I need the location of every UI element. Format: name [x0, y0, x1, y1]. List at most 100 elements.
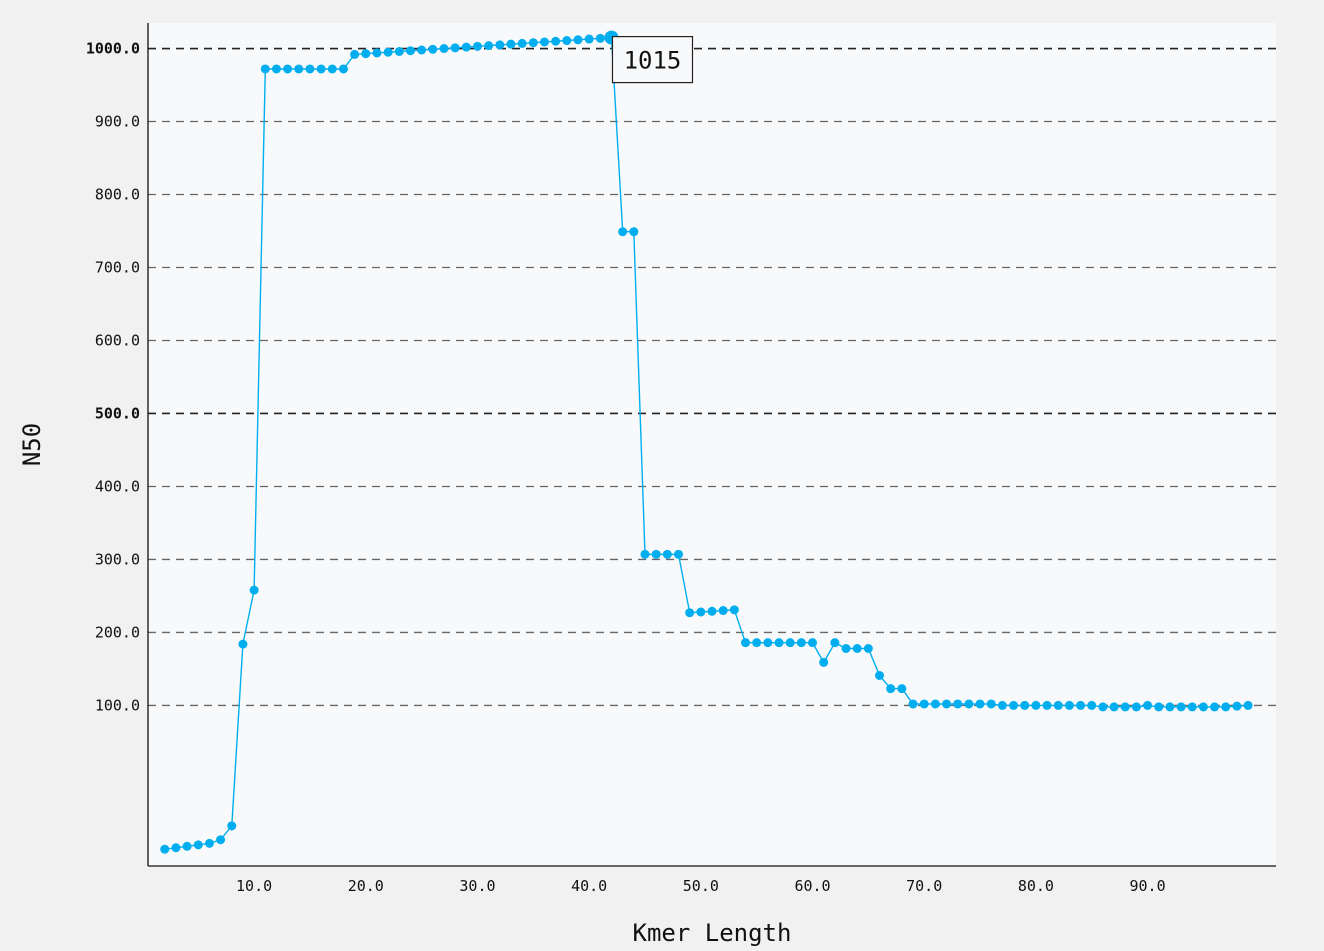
data-point [1087, 700, 1097, 710]
data-point [707, 606, 717, 616]
data-point [461, 42, 471, 52]
data-point [551, 36, 561, 46]
data-point [238, 639, 248, 649]
data-point [875, 671, 885, 681]
data-point [819, 657, 829, 667]
data-point [986, 699, 996, 709]
annotation-box [611, 35, 694, 84]
data-point [495, 40, 505, 50]
x-tick-label: 70.0 [906, 877, 942, 895]
data-point [1165, 702, 1175, 712]
data-point [852, 643, 862, 653]
data-point [942, 699, 952, 709]
data-point [484, 41, 494, 51]
y-tick-label: 900.0 [95, 113, 140, 131]
data-point [383, 47, 393, 57]
data-point [651, 549, 661, 559]
data-point [439, 44, 449, 54]
data-point [752, 638, 762, 648]
plot-area [148, 23, 1276, 866]
data-point [863, 643, 873, 653]
data-point [830, 638, 840, 648]
data-point [662, 549, 672, 559]
data-point [1042, 700, 1052, 710]
data-point [216, 835, 226, 845]
data-point [338, 64, 348, 74]
data-point [774, 638, 784, 648]
data-point [305, 64, 315, 74]
data-point [785, 638, 795, 648]
data-point [1187, 702, 1197, 712]
data-point [450, 43, 460, 53]
data-point [1009, 700, 1019, 710]
data-point [517, 38, 527, 48]
data-point [1053, 700, 1063, 710]
data-point [417, 45, 427, 55]
x-tick-label: 80.0 [1018, 877, 1054, 895]
data-point [629, 227, 639, 237]
data-point [372, 48, 382, 58]
annotation-label: 1015 [624, 47, 682, 75]
data-point [1131, 702, 1141, 712]
x-tick-label: 50.0 [683, 877, 719, 895]
data-point [316, 64, 326, 74]
data-point [718, 606, 728, 616]
y-tick-label: 600.0 [95, 331, 140, 349]
data-point [741, 638, 751, 648]
data-point [405, 46, 415, 56]
data-point [886, 684, 896, 694]
data-point [1098, 702, 1108, 712]
data-point [1243, 700, 1253, 710]
data-point [808, 638, 818, 648]
data-point [193, 840, 203, 850]
data-point [841, 643, 851, 653]
x-tick-label: 10.0 [236, 877, 272, 895]
data-point [1176, 702, 1186, 712]
y-tick-label: 800.0 [95, 186, 140, 204]
data-point [640, 549, 650, 559]
data-point [271, 64, 281, 74]
data-point [573, 35, 583, 45]
data-point [227, 821, 237, 831]
data-point [1031, 700, 1041, 710]
x-tick-label: 90.0 [1130, 877, 1166, 895]
y-tick-label: 700.0 [95, 259, 140, 277]
data-point [729, 605, 739, 615]
data-point [908, 699, 918, 709]
data-point [539, 37, 549, 47]
data-point [1076, 700, 1086, 710]
data-point [696, 607, 706, 617]
data-point [528, 38, 538, 48]
data-point [428, 44, 438, 54]
data-point [1198, 702, 1208, 712]
data-point [394, 46, 404, 56]
data-point [1210, 702, 1220, 712]
data-point [997, 700, 1007, 710]
x-axis-label: Kmer Length [633, 919, 792, 947]
data-point [796, 638, 806, 648]
data-point [204, 838, 214, 848]
y-tick-label: 300.0 [95, 550, 140, 568]
data-point [1154, 702, 1164, 712]
data-point [1020, 700, 1030, 710]
data-point [294, 64, 304, 74]
data-point [618, 227, 628, 237]
data-point [171, 843, 181, 853]
data-point [327, 64, 337, 74]
data-point [1120, 702, 1130, 712]
data-point [1221, 702, 1231, 712]
data-point [361, 49, 371, 59]
data-point [249, 585, 259, 595]
data-point [930, 699, 940, 709]
data-point [283, 64, 293, 74]
data-point [1064, 700, 1074, 710]
y-axis-label: N50 [18, 423, 46, 466]
data-point [1232, 701, 1242, 711]
y-tick-label: 100.0 [95, 696, 140, 714]
y-tick-label: 400.0 [95, 477, 140, 495]
data-point [975, 699, 985, 709]
data-point [472, 41, 482, 51]
data-point [562, 36, 572, 46]
data-point [763, 638, 773, 648]
